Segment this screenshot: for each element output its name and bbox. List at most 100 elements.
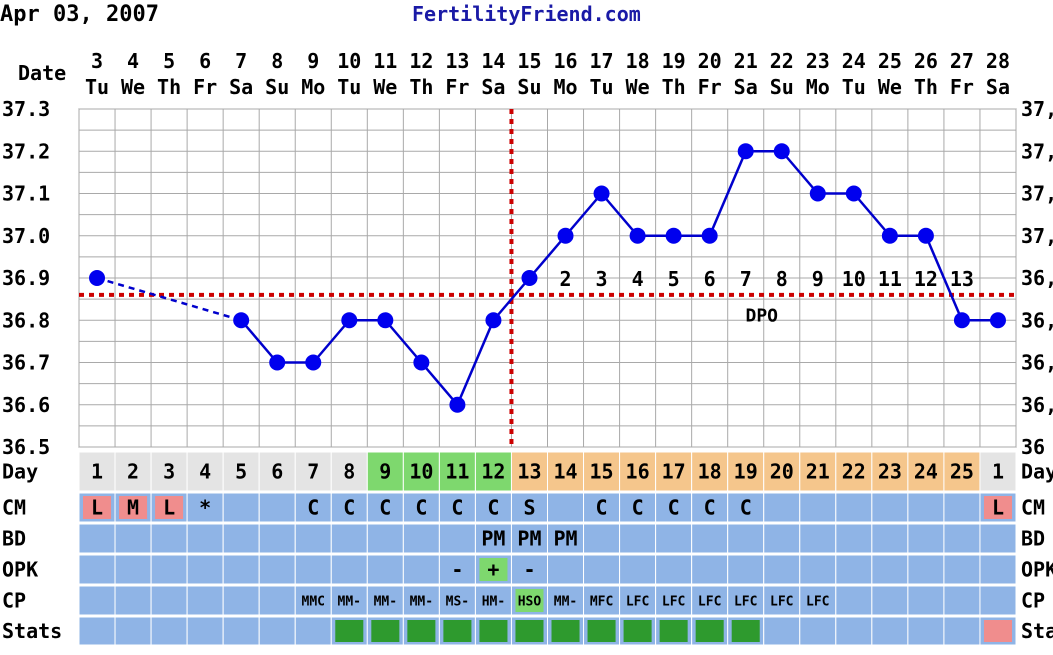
row-value-cp: LFC [698, 595, 721, 610]
date-tick-label: 8 [271, 49, 283, 73]
row-cell-cp [258, 585, 296, 616]
row-cell-bd [871, 523, 909, 554]
date-tick-label: 25 [878, 49, 902, 73]
row-cell-day [222, 451, 260, 492]
site-name[interactable]: FertilityFriend.com [412, 2, 641, 26]
weekday-tick-label: Tu [842, 75, 866, 99]
dpo-number: 5 [668, 267, 680, 291]
row-cell-opk [835, 554, 873, 585]
row-cell-day [366, 451, 404, 492]
row-cell-opk [402, 554, 440, 585]
row-value-bd: PM [517, 527, 541, 551]
row-value-cp: HM- [482, 595, 505, 610]
y-tick-label: 36.5 [2, 435, 50, 459]
temperature-point [593, 185, 610, 202]
row-value-day: 5 [235, 460, 247, 484]
temperature-point [413, 354, 430, 371]
row-label-opk: OPK [2, 558, 38, 582]
row-cell-bd [583, 523, 621, 554]
row-cell-cm [258, 492, 296, 523]
row-value-cm: C [487, 496, 499, 520]
row-value-cm: C [704, 496, 716, 520]
row-value-day: 18 [698, 460, 722, 484]
temperature-point [449, 396, 466, 413]
row-cell-opk [330, 554, 368, 585]
date-tick-label: 22 [770, 49, 794, 73]
row-value-day: 1 [992, 460, 1004, 484]
temperature-point [953, 312, 970, 329]
y-tick-label: 36.7 [2, 351, 50, 375]
row-cell-bd [799, 523, 837, 554]
row-cell-opk [186, 554, 224, 585]
row-cell-day [583, 451, 621, 492]
row-value-day: 22 [842, 460, 866, 484]
row-label-right: OPK [1021, 558, 1053, 582]
date-tick-label: 24 [842, 49, 866, 73]
row-value-cm: M [127, 496, 139, 520]
dpo-number: 10 [842, 267, 866, 291]
row-cell-bd [258, 523, 296, 554]
row-cell-day [979, 451, 1017, 492]
dpo-number: 13 [950, 267, 974, 291]
row-cell-opk [150, 554, 188, 585]
temperature-point [521, 270, 538, 286]
row-value-opk: + [487, 558, 499, 582]
y-tick-label-right: 36 [1021, 435, 1045, 459]
row-cell-cm [799, 492, 837, 523]
row-cell-day [186, 451, 224, 492]
row-cell-day [799, 451, 837, 492]
row-value-day: 6 [271, 460, 283, 484]
date-tick-label: 12 [409, 49, 433, 73]
row-cell-day [510, 451, 549, 492]
temperature-line [924, 235, 964, 321]
row-value-day: 23 [878, 460, 902, 484]
row-cell-day [474, 451, 512, 492]
stats-marker [623, 620, 652, 642]
row-cell-stats [222, 616, 260, 646]
row-cell-bd [655, 523, 693, 554]
row-label-stats: Stats [2, 619, 62, 643]
temperature-line [600, 192, 639, 237]
row-cell-bd [186, 523, 224, 554]
temperature-point [809, 185, 826, 202]
row-cell-bd [547, 523, 585, 554]
row-value-cm: S [523, 496, 535, 520]
row-cell-opk [799, 554, 837, 585]
row-cell-cp [330, 585, 368, 616]
temperature-point [989, 312, 1006, 329]
stats-marker [551, 620, 580, 642]
row-value-cp: LFC [734, 595, 757, 610]
row-value-day: 20 [770, 460, 794, 484]
dpo-number: 9 [812, 267, 824, 291]
row-cell-cp [979, 585, 1017, 616]
row-cell-opk [871, 554, 909, 585]
row-value-day: 1 [91, 460, 103, 484]
menses-marker [983, 496, 1012, 519]
row-value-cm: C [379, 496, 391, 520]
row-label-right: Day [1021, 460, 1053, 484]
date-tick-label: 7 [235, 49, 247, 73]
y-tick-label-right: 37, [1021, 97, 1053, 121]
row-cell-bd [979, 523, 1017, 554]
date-tick-label: 15 [517, 49, 541, 73]
date-tick-label: 20 [698, 49, 722, 73]
weekday-tick-label: Th [157, 75, 181, 99]
row-cell-opk [691, 554, 729, 585]
date-tick-label: 19 [662, 49, 686, 73]
row-cell-stats [186, 616, 224, 646]
date-tick-label: 23 [806, 49, 830, 73]
row-cell-cm [438, 492, 476, 523]
row-value-day: 9 [379, 460, 391, 484]
dpo-number: 7 [740, 267, 752, 291]
row-cell-cm [366, 492, 404, 523]
row-cell-bd [727, 523, 765, 554]
row-value-day: 8 [343, 460, 355, 484]
row-value-cm: C [632, 496, 644, 520]
row-cell-cm [222, 492, 260, 523]
row-cell-day [438, 451, 476, 492]
menses-marker [155, 496, 184, 519]
row-value-cm: L [91, 496, 103, 520]
stats-marker [443, 620, 472, 642]
y-tick-label: 37.1 [2, 182, 50, 206]
row-cell-cp [222, 585, 260, 616]
